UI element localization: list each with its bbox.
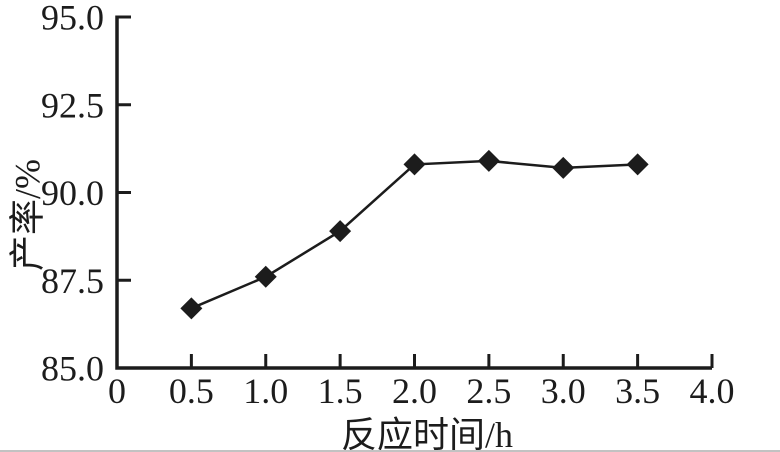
x-tick-label: 2.5 bbox=[466, 371, 511, 411]
data-point-marker bbox=[329, 220, 352, 243]
x-tick-label: 2.0 bbox=[392, 371, 437, 411]
axes bbox=[115, 15, 712, 370]
y-tick-label: 87.5 bbox=[41, 261, 104, 301]
x-tick-label: 1.5 bbox=[318, 371, 363, 411]
y-tick-label: 85.0 bbox=[41, 349, 104, 389]
y-tick-label: 92.5 bbox=[41, 85, 104, 125]
data-point-marker bbox=[254, 265, 277, 288]
data-series bbox=[180, 149, 649, 320]
x-tick-label: 3.0 bbox=[541, 371, 586, 411]
x-axis-title: 反应时间/h bbox=[341, 415, 513, 452]
screenshot-bottom-edge-line bbox=[0, 450, 780, 452]
data-point-marker bbox=[477, 149, 500, 172]
axis-ticks bbox=[117, 15, 714, 370]
data-point-marker bbox=[403, 153, 426, 176]
tick-labels: 85.0 87.5 90.0 92.5 95.0 0 0.5 1.0 1.5 2.0 2.5 3.0 3… bbox=[41, 0, 735, 411]
x-tick-label: 0 bbox=[108, 371, 126, 411]
axis-lines bbox=[115, 15, 712, 370]
y-tick-label: 90.0 bbox=[41, 173, 104, 213]
data-point-marker bbox=[552, 156, 575, 179]
x-tick-label: 4.0 bbox=[690, 371, 735, 411]
y-tick-label: 95.0 bbox=[41, 0, 104, 38]
y-axis-title: 产率/% bbox=[8, 159, 48, 271]
series-line bbox=[190, 159, 638, 310]
x-tick-label: 1.0 bbox=[243, 371, 288, 411]
x-tick-label: 3.5 bbox=[615, 371, 660, 411]
data-point-marker bbox=[626, 153, 649, 176]
x-tick-label: 0.5 bbox=[169, 371, 214, 411]
data-point-marker bbox=[180, 297, 203, 320]
